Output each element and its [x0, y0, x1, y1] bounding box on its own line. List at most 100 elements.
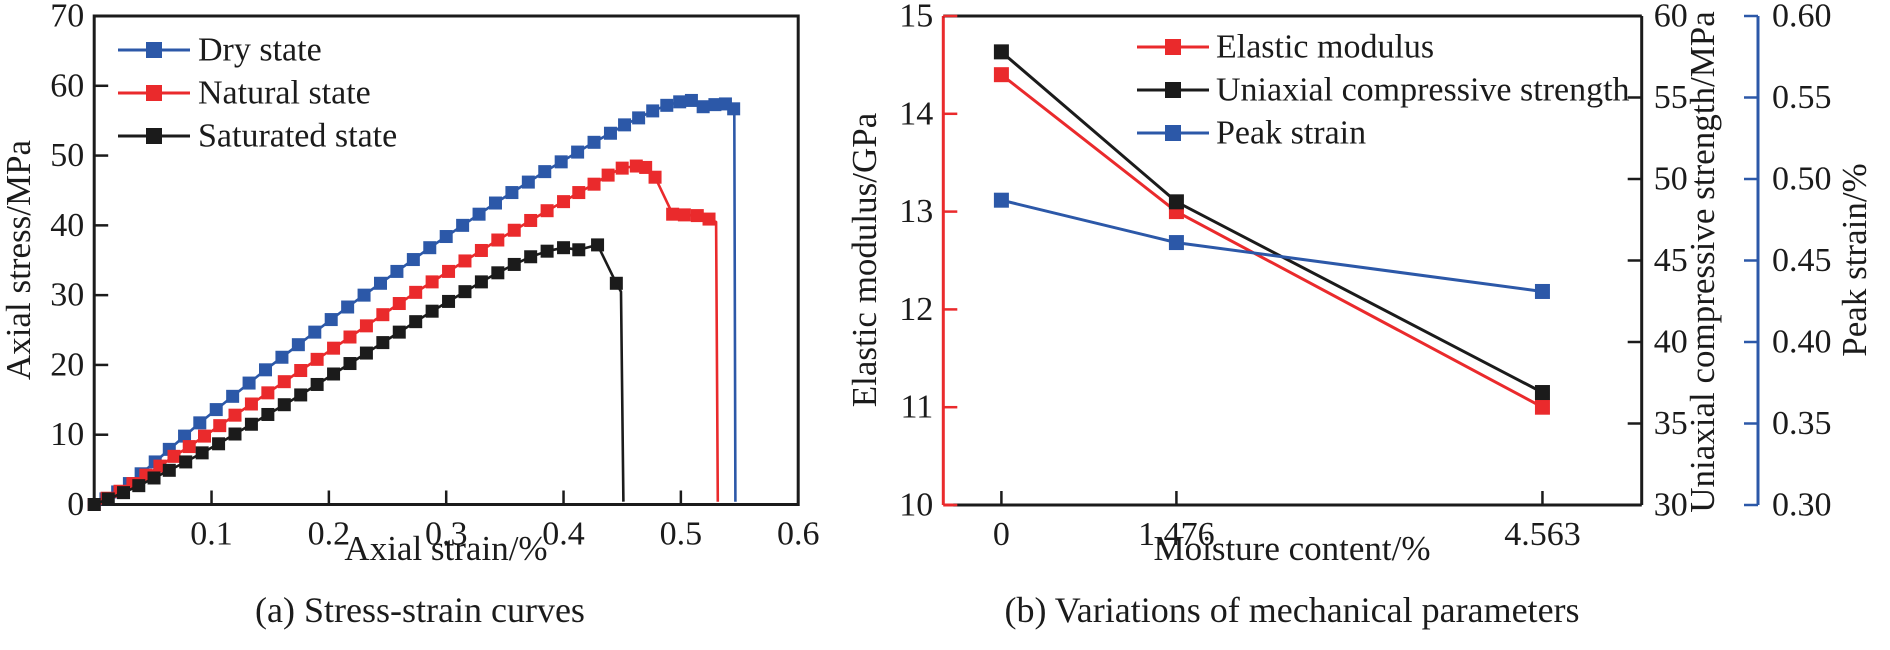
natural-state-marker: [197, 429, 211, 443]
saturated-state-marker: [195, 446, 209, 460]
elastic-modulus-marker: [993, 67, 1009, 83]
saturated-state-marker: [392, 325, 406, 339]
natural-state-marker: [261, 386, 275, 400]
dry-state-marker: [646, 104, 660, 118]
peak-strain-marker: [1534, 283, 1550, 299]
dry-state-marker: [439, 230, 453, 244]
chart-b-strain-tick-label: 0.60: [1772, 0, 1832, 35]
natural-state-marker: [474, 243, 488, 257]
natural-state-marker: [228, 408, 242, 422]
dry-state-marker: [472, 207, 486, 221]
chart-b-left-tick-label: 11: [901, 389, 934, 426]
natural-state-line: [93, 164, 720, 506]
chart-b-right-strength-axis-title: Uniaxial compressive strength/MPa: [1683, 11, 1722, 513]
natural-state-marker: [182, 440, 196, 454]
saturated-state-marker: [327, 367, 341, 381]
chart-b-strength-tick-label: 40: [1654, 324, 1688, 361]
natural-state-marker: [213, 419, 227, 433]
natural-state-marker: [601, 168, 615, 182]
chart-b-x-tick-label: 0: [993, 516, 1010, 553]
saturated-state-marker: [609, 276, 623, 290]
chart-a-y-tick-label: 0: [67, 486, 84, 523]
natural-state-marker: [702, 212, 716, 226]
dry-state-marker: [727, 102, 741, 116]
saturated-state-marker: [507, 257, 521, 271]
natural-state-marker: [540, 204, 554, 218]
saturated-state-marker: [244, 417, 258, 431]
chart-b-strain-tick-label: 0.45: [1772, 242, 1832, 279]
saturated-state-marker: [310, 377, 324, 391]
natural-state-marker: [425, 275, 439, 289]
dry-state-marker: [456, 218, 470, 232]
legend-label-dry-state: Dry state: [198, 32, 322, 69]
natural-state-marker: [458, 254, 472, 268]
saturated-state-marker: [212, 437, 226, 451]
legend-label-elastic-modulus: Elastic modulus: [1216, 29, 1434, 66]
elastic-modulus-marker: [1534, 399, 1550, 415]
saturated-state-marker: [409, 315, 423, 329]
saturated-state-marker: [132, 479, 146, 493]
dry-state-marker: [571, 145, 585, 159]
saturated-state-marker: [540, 244, 554, 258]
chart-b-strain-tick-label: 0.35: [1772, 405, 1832, 442]
chart-b-left-tick-label: 12: [899, 291, 933, 328]
natural-state-marker: [639, 160, 653, 174]
chart-b-strength-tick-label: 50: [1654, 161, 1688, 198]
saturated-state-marker: [228, 427, 242, 441]
dry-state-marker: [308, 325, 322, 339]
chart-b-right-strain-axis-title: Peak strain/%: [1835, 163, 1874, 356]
saturated-state-marker: [294, 388, 308, 402]
saturated-state-marker: [425, 304, 439, 318]
chart-b-left-tick-label: 13: [899, 193, 933, 230]
saturated-state-marker: [474, 275, 488, 289]
peak-strain-marker: [993, 192, 1009, 208]
natural-state-marker: [167, 449, 181, 463]
chart-b-strength-tick-label: 55: [1654, 79, 1688, 116]
saturated-state-marker: [162, 463, 176, 477]
chart-b-strength-tick-label: 45: [1654, 242, 1688, 279]
dry-state-marker: [193, 416, 207, 430]
legend-label-saturated-state: Saturated state: [198, 118, 397, 155]
dry-state-marker: [521, 175, 535, 189]
chart-a-y-tick-label: 30: [50, 277, 84, 314]
dry-state-marker: [178, 429, 192, 443]
natural-state-marker: [392, 297, 406, 311]
dry-state-marker: [291, 338, 305, 352]
dry-state-marker: [632, 111, 646, 125]
legend-marker-saturated-state: [146, 128, 162, 144]
chart-a-y-tick-label: 10: [50, 416, 84, 453]
natural-state-marker: [277, 375, 291, 389]
chart-b-left-axis-title: Elastic modulus/GPa: [845, 112, 884, 407]
natural-state-marker: [557, 195, 571, 209]
chart-a-x-tick-label: 0.5: [660, 516, 703, 553]
chart-a-y-tick-label: 50: [50, 137, 84, 174]
saturated-state-marker: [491, 266, 505, 280]
chart-a-caption: (a) Stress-strain curves: [255, 590, 585, 630]
dry-state-marker: [684, 93, 698, 107]
dry-state-marker: [373, 276, 387, 290]
saturated-state-marker: [87, 498, 101, 511]
chart-b-x-axis-title: Moisture content/%: [1153, 529, 1430, 568]
dry-state-marker: [708, 98, 722, 112]
legend-label-uniaxial-compressive-strength: Uniaxial compressive strength: [1216, 72, 1630, 109]
chart-a-x-tick-label: 0.4: [542, 516, 585, 553]
chart-a-y-tick-label: 70: [50, 0, 84, 35]
dry-state-marker: [341, 300, 355, 314]
dry-state-marker: [390, 264, 404, 278]
saturated-state-marker: [572, 243, 586, 257]
saturated-state-marker: [147, 471, 161, 485]
peak-strain-marker: [1168, 235, 1184, 251]
natural-state-marker: [376, 308, 390, 322]
natural-state-marker: [677, 208, 691, 222]
natural-state-marker: [491, 233, 505, 247]
chart-b-x-tick-label: 4.563: [1504, 516, 1581, 553]
dry-state-marker: [660, 98, 674, 112]
natural-state-marker: [587, 177, 601, 191]
saturated-state-marker: [376, 336, 390, 350]
natural-state-marker: [648, 170, 662, 184]
dry-state-marker: [357, 288, 371, 302]
chart-a-x-tick-label: 0.3: [425, 516, 468, 553]
saturated-state-marker: [359, 346, 373, 360]
saturated-state-marker: [343, 357, 357, 371]
